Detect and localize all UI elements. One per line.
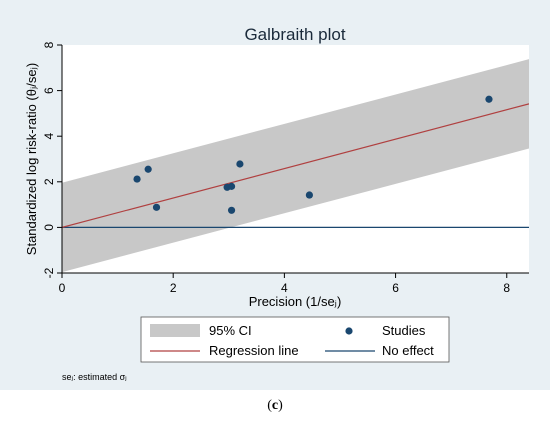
legend-label-noeffect: No effect bbox=[382, 343, 434, 358]
x-tick-label: 2 bbox=[170, 281, 177, 295]
y-tick-label: 4 bbox=[42, 133, 56, 140]
study-point bbox=[485, 95, 493, 103]
study-point bbox=[227, 206, 236, 214]
chart-title: Galbraith plot bbox=[244, 25, 345, 44]
y-tick-label: 2 bbox=[42, 178, 56, 185]
regression-line bbox=[62, 103, 529, 228]
x-tick-label: 8 bbox=[503, 281, 510, 295]
x-tick-label: 4 bbox=[281, 281, 288, 295]
legend-label-ci: 95% CI bbox=[209, 323, 252, 338]
panel-caption: (c) bbox=[267, 398, 283, 413]
study-point bbox=[305, 191, 313, 199]
study-point bbox=[144, 165, 152, 173]
legend-label-regression: Regression line bbox=[209, 343, 299, 358]
study-point bbox=[152, 203, 161, 211]
panel-caption-label: c bbox=[271, 398, 279, 413]
study-point bbox=[236, 160, 244, 168]
y-tick-label: 6 bbox=[42, 87, 56, 94]
legend: 95% CI Studies Regression line No effect bbox=[140, 316, 450, 363]
y-axis-label: Standardized log risk-ratio (θⱼ/seⱼ) bbox=[24, 63, 39, 255]
x-tick-label: 0 bbox=[59, 281, 66, 295]
y-tick-label: -2 bbox=[42, 267, 56, 278]
study-point bbox=[227, 182, 236, 190]
figure: Galbraith plot 0 2 4 6 8 -2 0 2 4 6 8 Precision (1… bbox=[0, 0, 550, 390]
x-axis-label: Precision (1/seⱼ) bbox=[249, 294, 342, 309]
study-point bbox=[133, 175, 141, 183]
y-tick-label: 8 bbox=[42, 41, 56, 48]
footnote: seⱼ: estimated σⱼ bbox=[62, 372, 127, 382]
legend-marker-studies bbox=[345, 327, 353, 335]
legend-label-studies: Studies bbox=[382, 323, 426, 338]
y-tick-label: 0 bbox=[42, 224, 56, 231]
legend-swatch-ci bbox=[150, 324, 200, 337]
x-tick-label: 6 bbox=[392, 281, 399, 295]
